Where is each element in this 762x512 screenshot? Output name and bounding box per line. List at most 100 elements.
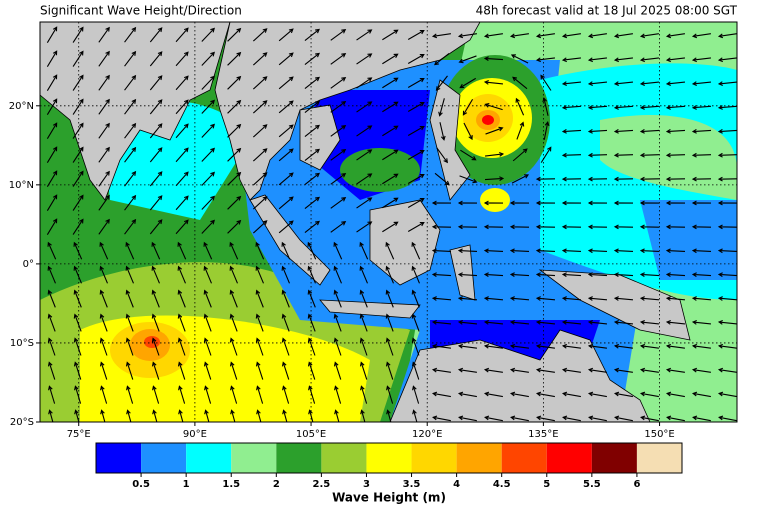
wave-arrow (516, 121, 525, 140)
wave-arrow (692, 415, 711, 422)
wave-arrow (177, 361, 186, 380)
wave-arrow (72, 218, 84, 235)
wave-arrow (356, 149, 373, 161)
wave-arrow (99, 361, 108, 380)
wave-arrow (665, 296, 686, 301)
colorbar-swatch (276, 443, 322, 473)
wave-arrow (431, 248, 452, 254)
wave-arrow (385, 361, 394, 380)
wave-arrow (100, 385, 108, 404)
wave-arrow (382, 221, 399, 233)
wave-arrow (691, 81, 712, 86)
wave-arrow (278, 172, 294, 186)
colorbar-frame (95, 442, 683, 474)
wave-arrow (483, 319, 504, 325)
wave-arrow (304, 124, 320, 138)
wave-arrow (359, 241, 369, 260)
wave-arrow (535, 391, 555, 398)
wave-arrow (149, 171, 163, 187)
wave-arrow (201, 219, 215, 234)
wave-arrow (512, 76, 528, 90)
wave-arrow (304, 100, 320, 114)
wave-arrow (691, 57, 711, 63)
wave-arrow (48, 409, 54, 422)
wave-arrow (356, 173, 373, 185)
wave-arrow (613, 105, 634, 110)
wave-arrow (717, 319, 737, 325)
colorbar-tick-label: 1.5 (222, 479, 240, 490)
wave-arrow (691, 296, 712, 301)
lat-tick-label: 20°N (9, 101, 34, 112)
wave-arrow (691, 176, 712, 182)
wave-arrow (561, 105, 582, 110)
wave-arrow (542, 97, 549, 116)
wave-arrow (203, 265, 212, 284)
colorbar-tick-label: 0.5 (132, 479, 150, 490)
wave-arrow (72, 50, 84, 67)
wave-arrow (73, 337, 82, 356)
wave-arrow (431, 343, 451, 349)
wave-arrow (151, 337, 160, 356)
wave-arrow (717, 296, 737, 301)
wave-arrow (561, 57, 581, 63)
colorbar-tick-label: 2 (273, 479, 280, 490)
wave-arrow (484, 415, 503, 422)
wave-arrow (665, 248, 686, 254)
wave-arrow (431, 33, 451, 39)
wave-arrow (177, 265, 186, 284)
wave-arrow (203, 289, 212, 308)
wave-arrow (98, 170, 110, 187)
wave-arrow (229, 313, 238, 332)
wave-arrow (639, 176, 660, 182)
wave-arrow (561, 176, 582, 182)
wave-arrow (149, 147, 163, 163)
wave-arrow (639, 200, 660, 206)
wave-arrow (436, 147, 448, 164)
wave-arrow (281, 289, 290, 308)
wave-arrow (613, 296, 634, 301)
wave-arrow (73, 289, 82, 308)
wave-arrow (432, 415, 451, 422)
wave-arrow (149, 99, 163, 115)
wave-arrow (509, 367, 529, 373)
wave-arrow (99, 241, 109, 260)
wave-arrow (175, 195, 189, 211)
colorbar-swatch (546, 443, 592, 473)
wave-arrow (304, 28, 320, 42)
wave-arrow (307, 361, 316, 380)
wave-arrow (509, 296, 530, 301)
wave-arrow (278, 52, 294, 66)
wave-arrow (203, 361, 212, 380)
wave-arrow (252, 172, 268, 186)
wave-arrow (281, 313, 290, 332)
wave-arrow (382, 29, 399, 41)
wave-arrow (229, 265, 238, 284)
wave-arrow (407, 197, 425, 208)
wave-arrow (509, 319, 530, 325)
wave-arrow (99, 313, 108, 332)
wave-arrow (125, 289, 134, 308)
wave-arrow (149, 219, 163, 235)
wave-arrow (382, 77, 399, 89)
wave-arrow (47, 313, 56, 332)
wave-arrow (152, 409, 158, 422)
wave-arrow (72, 122, 84, 139)
wave-arrow (72, 146, 84, 163)
wave-arrow (639, 367, 659, 373)
wave-arrow (334, 385, 342, 404)
wave-arrow (587, 200, 608, 206)
wave-arrow (255, 241, 265, 260)
wave-arrow (509, 224, 530, 230)
wave-arrow (587, 248, 608, 254)
wave-arrow (561, 296, 582, 301)
wave-arrow (717, 128, 737, 134)
wave-arrow (639, 33, 659, 39)
wave-arrow (278, 148, 294, 162)
wave-arrow (561, 367, 581, 373)
wave-arrow (149, 195, 163, 211)
map-field (40, 22, 737, 422)
wave-arrow (73, 361, 82, 380)
wave-arrow (386, 385, 394, 404)
colorbar-swatch (456, 443, 502, 473)
wave-arrow (407, 149, 425, 160)
